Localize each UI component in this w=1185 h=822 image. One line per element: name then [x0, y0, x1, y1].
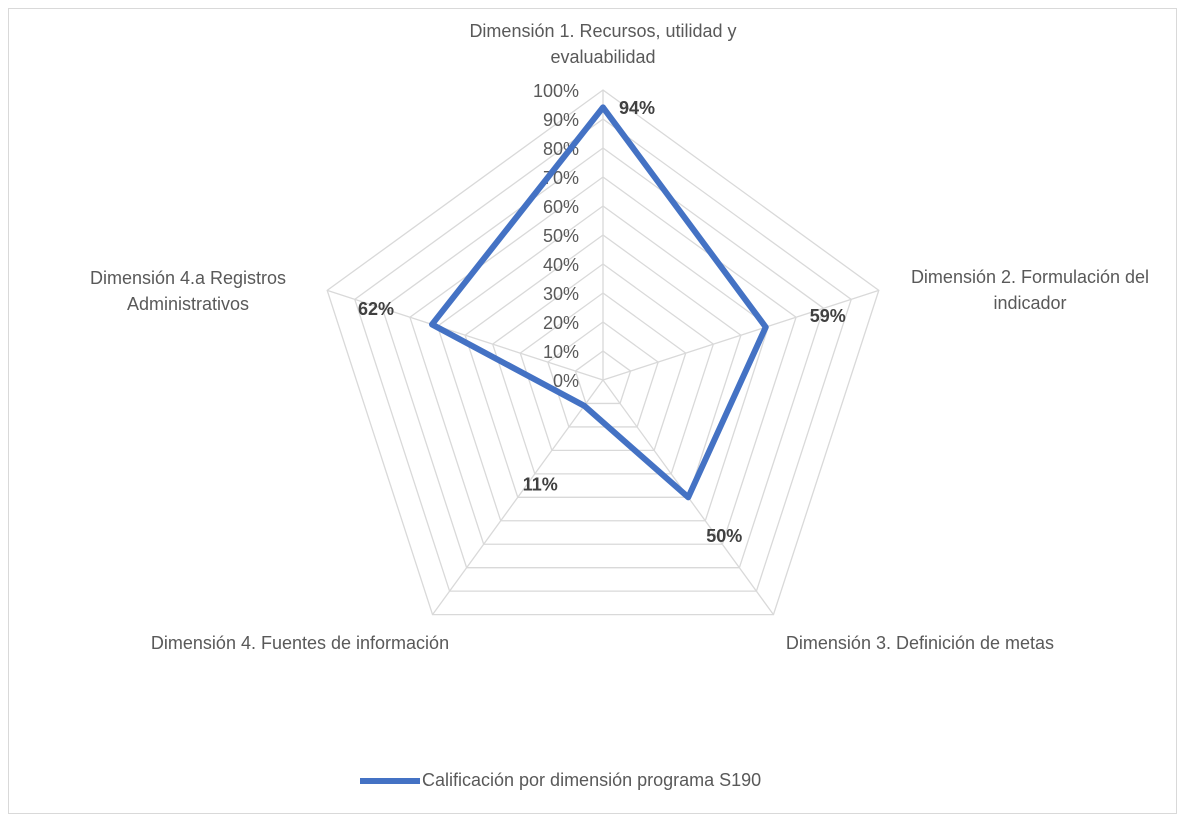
data-label: 62% — [358, 299, 394, 319]
series-line — [429, 104, 769, 501]
spoke — [432, 379, 604, 615]
data-label: 59% — [810, 306, 846, 326]
category-label: Dimensión 3. Definición de metas — [785, 633, 1055, 653]
grid-ring — [464, 234, 742, 498]
y-tick-label: 30% — [543, 284, 579, 304]
y-tick-label: 0% — [553, 371, 579, 391]
grid-ring — [409, 176, 797, 545]
y-tick-label: 100% — [533, 81, 579, 101]
spoke — [602, 289, 880, 381]
grid-ring — [547, 321, 659, 428]
category-label: Dimensión 2. Formulación del indicador — [910, 267, 1150, 313]
grid-ring — [436, 205, 770, 522]
grid-ring — [519, 292, 687, 452]
grid-ring — [326, 89, 880, 616]
y-tick-label: 40% — [543, 255, 579, 275]
category-label: Dimensión 1. Recursos, utilidad y evalua… — [469, 21, 737, 67]
spoke — [326, 289, 604, 381]
category-label: Dimensión 4. Fuentes de información — [150, 633, 450, 653]
data-label: 11% — [523, 475, 558, 495]
grid-ring — [574, 350, 632, 405]
y-tick-label: 90% — [543, 110, 579, 130]
grid-ring — [381, 147, 825, 569]
data-label: 94% — [619, 98, 655, 118]
y-tick-label: 50% — [543, 226, 579, 246]
category-label: Dimensión 4.a Registros Administrativos — [89, 268, 287, 314]
y-tick-label: 20% — [543, 313, 579, 333]
legend-label: Calificación por dimensión programa S190 — [422, 770, 761, 790]
y-tick-label: 10% — [543, 342, 579, 362]
y-tick-label: 60% — [543, 197, 579, 217]
grid-ring — [491, 263, 715, 475]
grid-ring — [354, 118, 852, 592]
data-label: 50% — [706, 526, 742, 546]
